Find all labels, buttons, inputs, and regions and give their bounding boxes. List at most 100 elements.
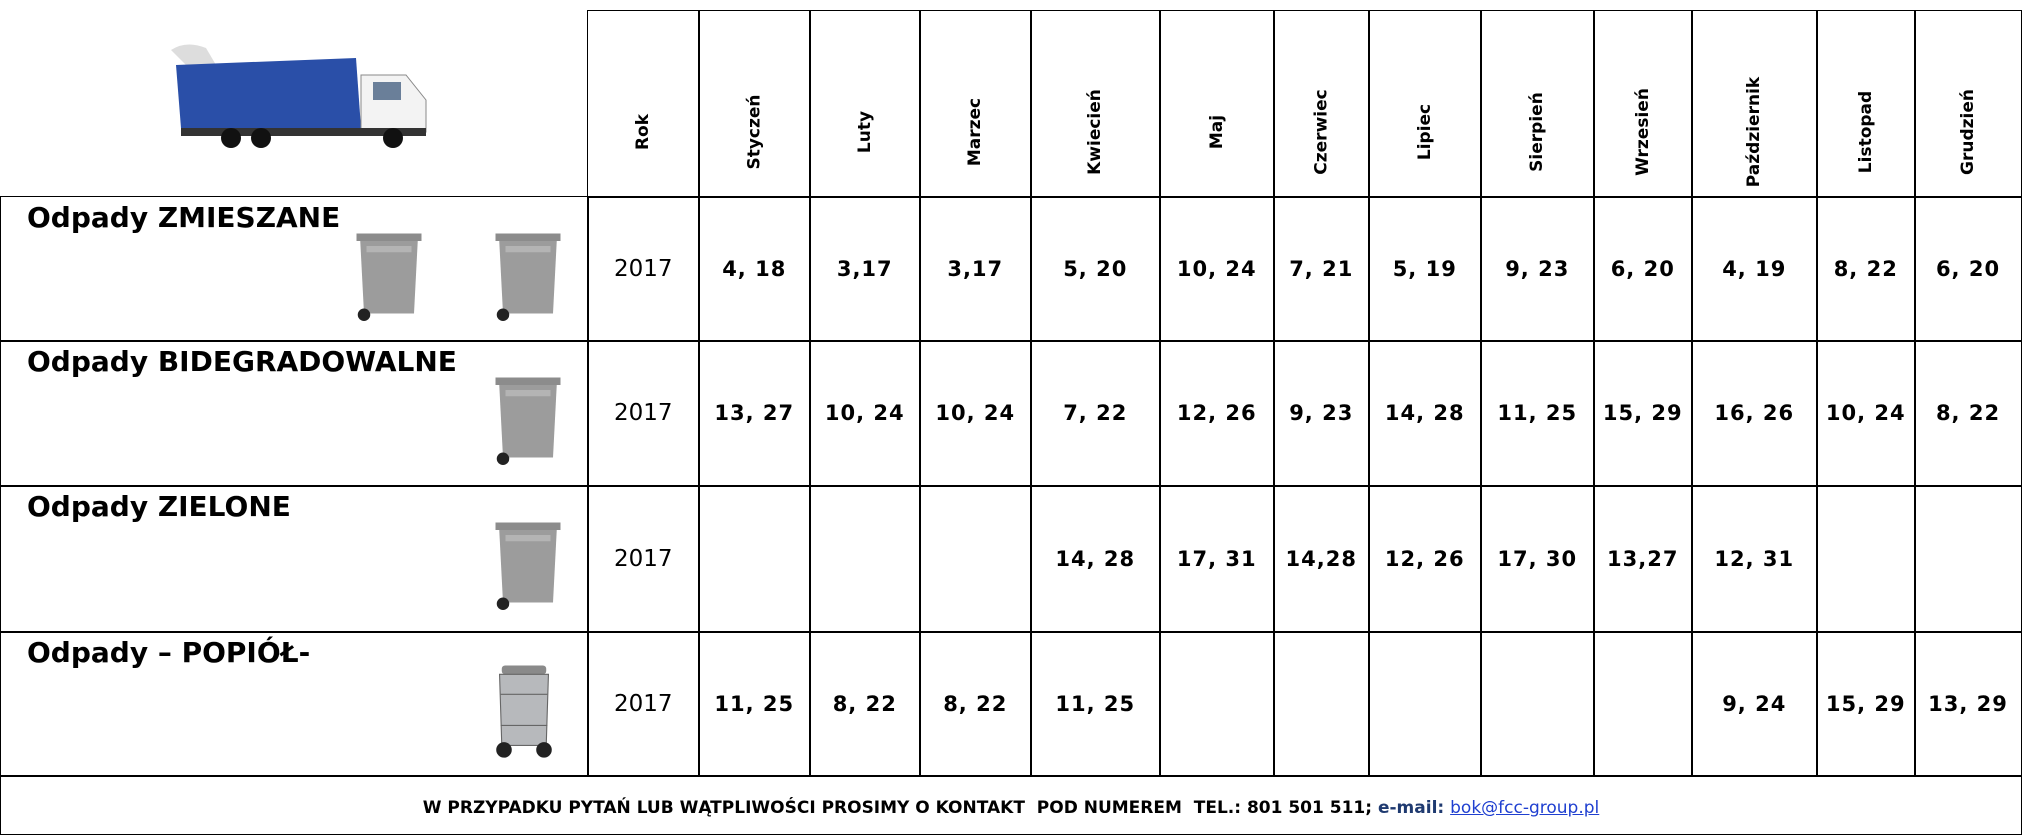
date-cell — [1914, 485, 2022, 633]
collection-dates: 9, 24 — [1722, 692, 1786, 716]
collection-dates: 10, 24 — [935, 401, 1015, 425]
date-cell — [1480, 631, 1595, 777]
date-cell: 17, 30 — [1480, 485, 1595, 633]
collection-dates: 11, 25 — [1497, 401, 1577, 425]
collection-dates: 14,28 — [1286, 547, 1357, 571]
date-cell: 11, 25 — [1480, 340, 1595, 487]
date-cell: 10, 24 — [1816, 340, 1916, 487]
column-header: Czerwiec — [1311, 89, 1331, 174]
column-header: Luty — [855, 110, 875, 152]
date-cell: 15, 29 — [1593, 340, 1693, 487]
date-cell: 8, 22 — [1816, 196, 1916, 342]
header-cell: Sierpień — [1480, 10, 1595, 198]
header-cell: Rok — [587, 10, 700, 198]
date-cell — [1159, 631, 1275, 777]
contact-text: W PRZYPADKU PYTAŃ LUB WĄTPLIWOŚCI PROSIM… — [423, 798, 1372, 818]
column-header: Sierpień — [1527, 92, 1547, 172]
date-cell: 10, 24 — [1159, 196, 1275, 342]
collection-dates: 8, 22 — [1834, 257, 1898, 281]
year: 2017 — [614, 546, 673, 572]
date-cell: 7, 21 — [1273, 196, 1370, 342]
row-label: Odpady ZMIESZANE — [27, 201, 340, 234]
collection-dates: 8, 22 — [833, 692, 897, 716]
collection-dates: 3,17 — [837, 257, 893, 281]
header-cell: Październik — [1691, 10, 1818, 198]
date-cell — [919, 485, 1032, 633]
collection-dates: 11, 25 — [1055, 692, 1135, 716]
header-cell: Grudzień — [1914, 10, 2022, 198]
date-cell: 4, 19 — [1691, 196, 1818, 342]
row-label: Odpady BIDEGRADOWALNE — [27, 345, 457, 378]
date-cell: 11, 25 — [1030, 631, 1161, 777]
date-cell: 8, 22 — [919, 631, 1032, 777]
bin-image — [490, 370, 566, 470]
date-cell: 13,27 — [1593, 485, 1693, 633]
truck-image — [161, 40, 441, 152]
collection-dates: 17, 31 — [1177, 547, 1257, 571]
date-cell: 14,28 — [1273, 485, 1370, 633]
header-cell: Maj — [1159, 10, 1275, 198]
column-header: Styczeń — [744, 94, 764, 169]
year-cell: 2017 — [587, 340, 700, 487]
date-cell: 11, 25 — [698, 631, 811, 777]
column-header: Lipiec — [1415, 103, 1435, 159]
year-cell: 2017 — [587, 631, 700, 777]
bin-image — [351, 226, 427, 326]
date-cell: 10, 24 — [919, 340, 1032, 487]
column-header: Kwiecień — [1085, 89, 1105, 175]
collection-dates: 13,27 — [1607, 547, 1678, 571]
date-cell: 9, 23 — [1273, 340, 1370, 487]
collection-dates: 12, 26 — [1177, 401, 1257, 425]
column-header: Grudzień — [1958, 89, 1978, 175]
date-cell: 6, 20 — [1914, 196, 2022, 342]
date-cell — [698, 485, 811, 633]
email-label: e-mail: — [1378, 798, 1444, 818]
year: 2017 — [614, 691, 673, 717]
date-cell: 13, 29 — [1914, 631, 2022, 777]
bin-image — [490, 226, 566, 326]
collection-dates: 5, 19 — [1393, 257, 1457, 281]
collection-dates: 16, 26 — [1714, 401, 1794, 425]
collection-dates: 7, 21 — [1289, 257, 1353, 281]
year-cell: 2017 — [587, 196, 700, 342]
header-cell: Listopad — [1816, 10, 1916, 198]
date-cell: 9, 23 — [1480, 196, 1595, 342]
date-cell — [1273, 631, 1370, 777]
header-cell: Luty — [809, 10, 921, 198]
date-cell: 12, 31 — [1691, 485, 1818, 633]
date-cell: 6, 20 — [1593, 196, 1693, 342]
date-cell: 9, 24 — [1691, 631, 1818, 777]
header-cell: Styczeń — [698, 10, 811, 198]
column-header: Marzec — [965, 97, 985, 165]
column-header: Październik — [1744, 76, 1764, 186]
collection-dates: 6, 20 — [1611, 257, 1675, 281]
date-cell: 17, 31 — [1159, 485, 1275, 633]
date-cell — [1816, 485, 1916, 633]
collection-dates: 12, 31 — [1714, 547, 1794, 571]
collection-dates: 7, 22 — [1063, 401, 1127, 425]
collection-dates: 10, 24 — [1177, 257, 1257, 281]
page: Rok Styczeń Luty Marzec Kwiecień Maj Czerwiec L… — [0, 0, 2022, 826]
date-cell: 10, 24 — [809, 340, 921, 487]
collection-dates: 17, 30 — [1497, 547, 1577, 571]
collection-dates: 15, 29 — [1826, 692, 1906, 716]
date-cell: 3,17 — [809, 196, 921, 342]
collection-dates: 15, 29 — [1603, 401, 1683, 425]
date-cell: 14, 28 — [1030, 485, 1161, 633]
header-cell: Czerwiec — [1273, 10, 1370, 198]
row-label: Odpady – POPIÓŁ- — [27, 636, 310, 669]
date-cell: 4, 18 — [698, 196, 811, 342]
collection-dates: 10, 24 — [1826, 401, 1906, 425]
collection-dates: 13, 27 — [714, 401, 794, 425]
collection-dates: 8, 22 — [943, 692, 1007, 716]
header-cell: Lipiec — [1368, 10, 1482, 198]
email-link[interactable]: bok@fcc-group.pl — [1450, 798, 1599, 818]
date-cell — [1593, 631, 1693, 777]
collection-dates: 8, 22 — [1936, 401, 2000, 425]
column-header: Rok — [633, 113, 653, 149]
date-cell: 14, 28 — [1368, 340, 1482, 487]
collection-dates: 3,17 — [947, 257, 1003, 281]
collection-dates: 13, 29 — [1928, 692, 2008, 716]
year-cell: 2017 — [587, 485, 700, 633]
collection-dates: 10, 24 — [825, 401, 905, 425]
